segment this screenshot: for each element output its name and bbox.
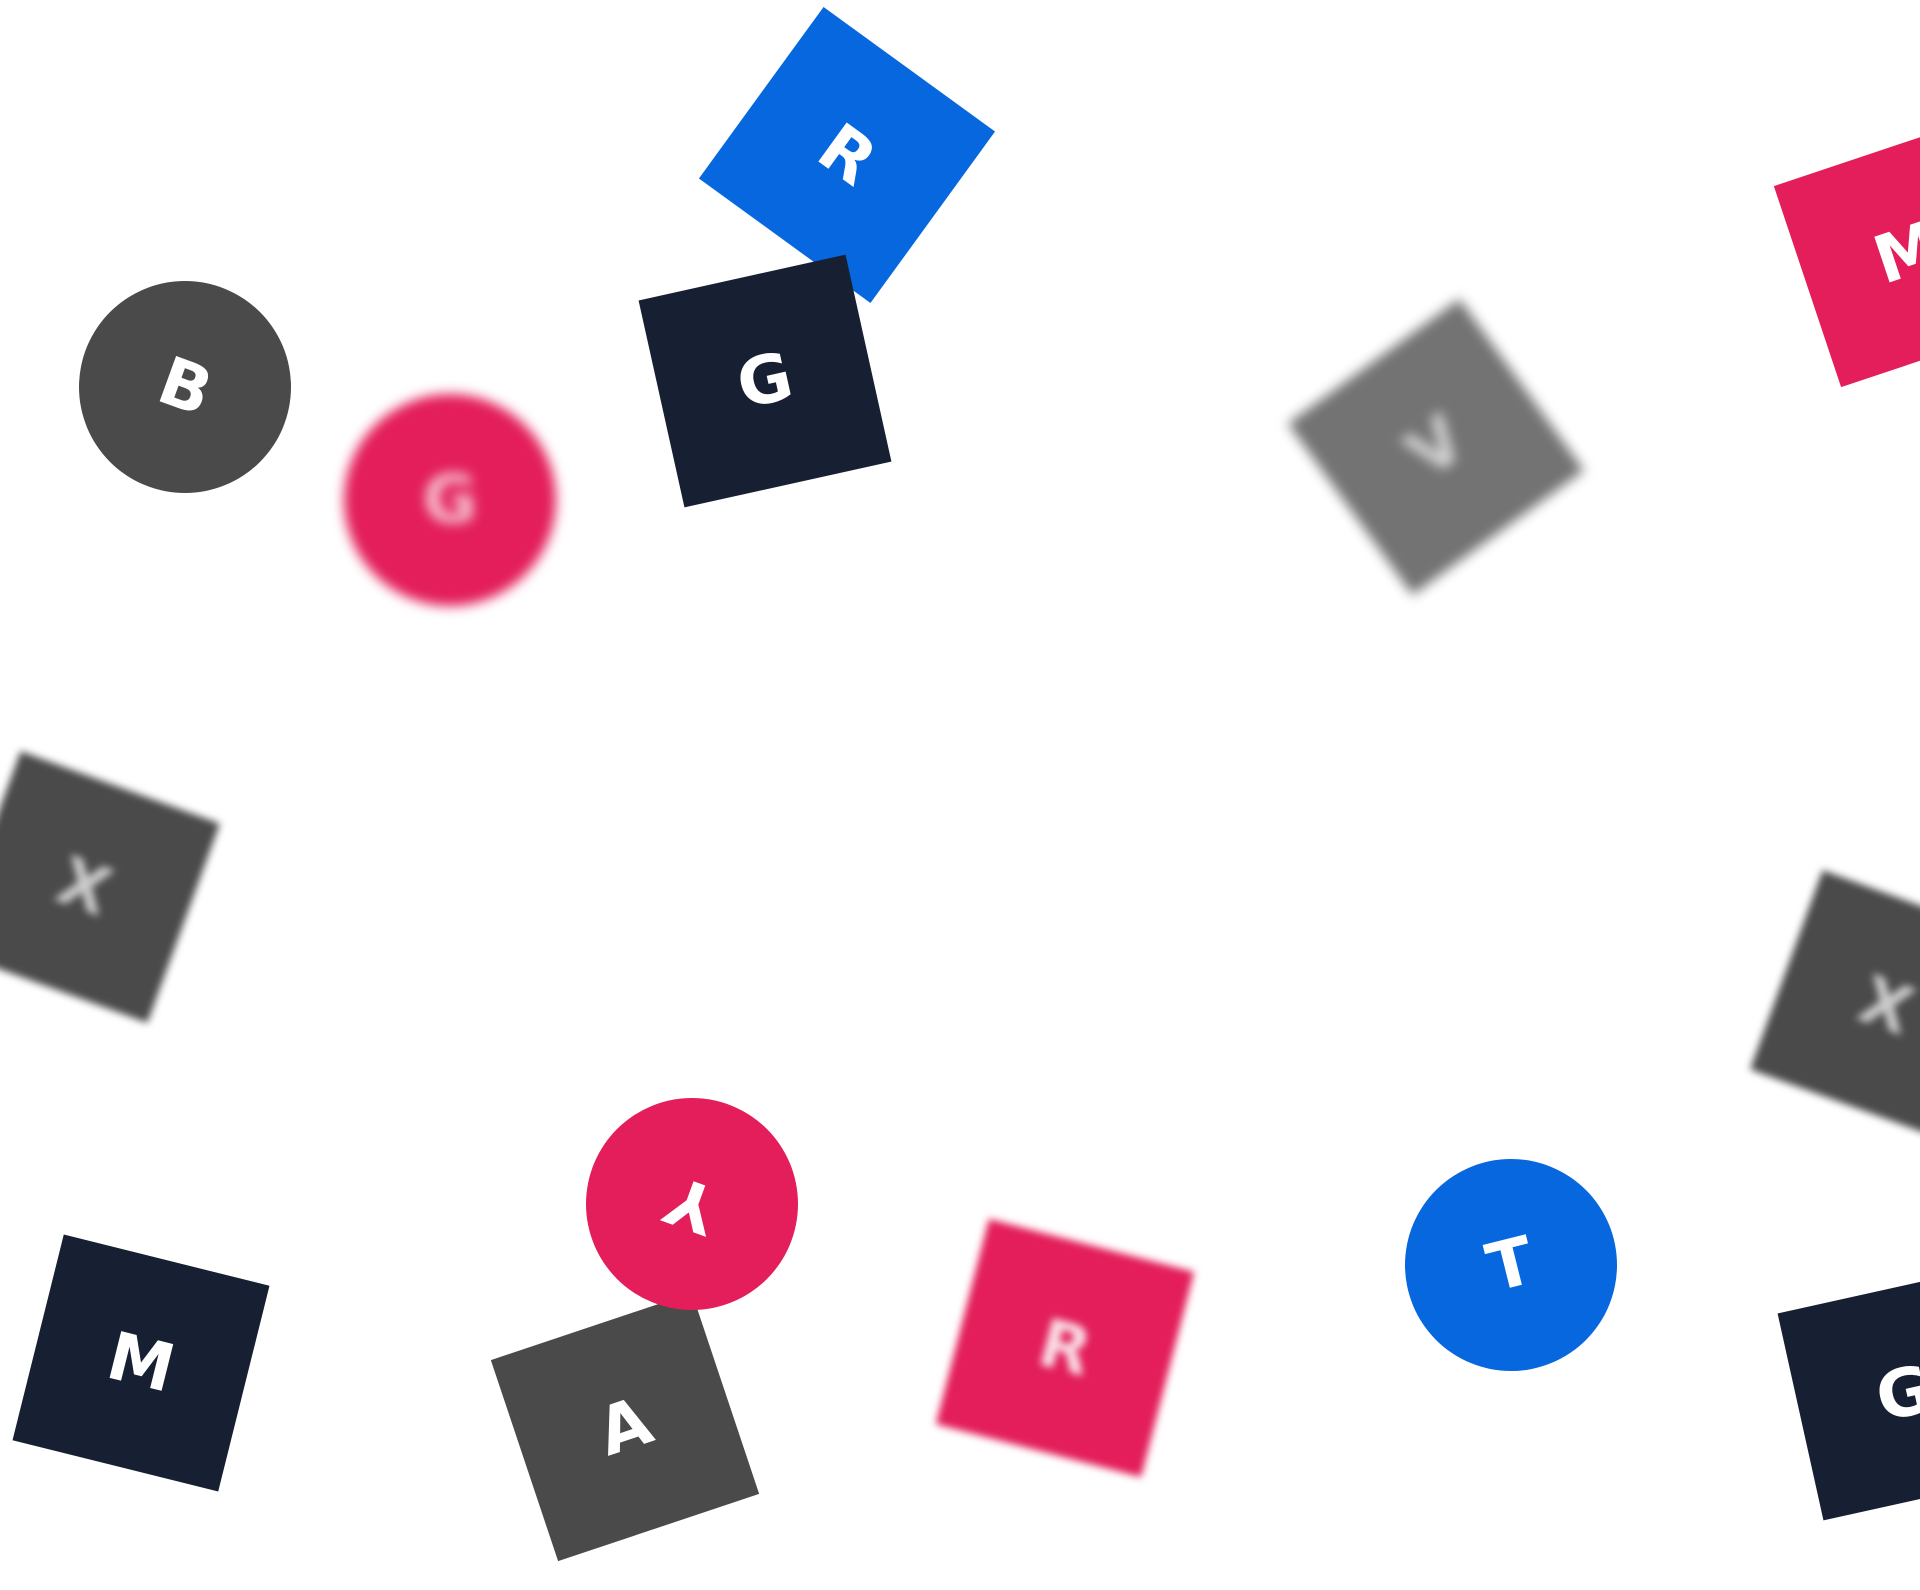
letter-tile-v-blurred: V [1287, 298, 1585, 596]
tile-letter: A [588, 1381, 662, 1472]
letter-tile-g-navy: G [638, 254, 892, 508]
tile-letter: B [148, 341, 222, 432]
letter-tile-m-crimson: M [1773, 118, 1920, 388]
letter-tile-b-circle: B [79, 281, 291, 493]
tile-letter: V [1392, 400, 1480, 493]
letter-tile-y-circle: Y [586, 1098, 798, 1310]
tile-letter: M [1864, 205, 1920, 300]
tile-letter: R [804, 108, 891, 201]
letter-tile-x-left-blurred: X [0, 751, 220, 1023]
letter-tile-r-blue: R [698, 6, 996, 304]
tile-letter: G [422, 461, 478, 538]
tile-letter: G [730, 337, 800, 424]
letter-tile-t-circle: T [1405, 1159, 1617, 1371]
tile-letter: T [1479, 1221, 1543, 1308]
letter-tile-g-navy-right: G [1777, 1267, 1920, 1521]
letter-tile-a-charcoal: A [490, 1292, 760, 1562]
letter-tile-m-navy: M [12, 1234, 270, 1492]
letter-tile-r-crimson-blurred: R [935, 1218, 1195, 1478]
tile-letter: X [47, 841, 122, 932]
tile-letter: Y [656, 1160, 728, 1249]
tile-letter: R [1030, 1303, 1100, 1392]
tile-letter: X [1849, 960, 1920, 1051]
letter-tile-x-right-blurred: X [1750, 870, 1920, 1142]
letter-tile-g-circle-blurred: G [344, 394, 556, 606]
tile-letter: G [1869, 1350, 1920, 1437]
tile-letter: M [99, 1317, 183, 1408]
